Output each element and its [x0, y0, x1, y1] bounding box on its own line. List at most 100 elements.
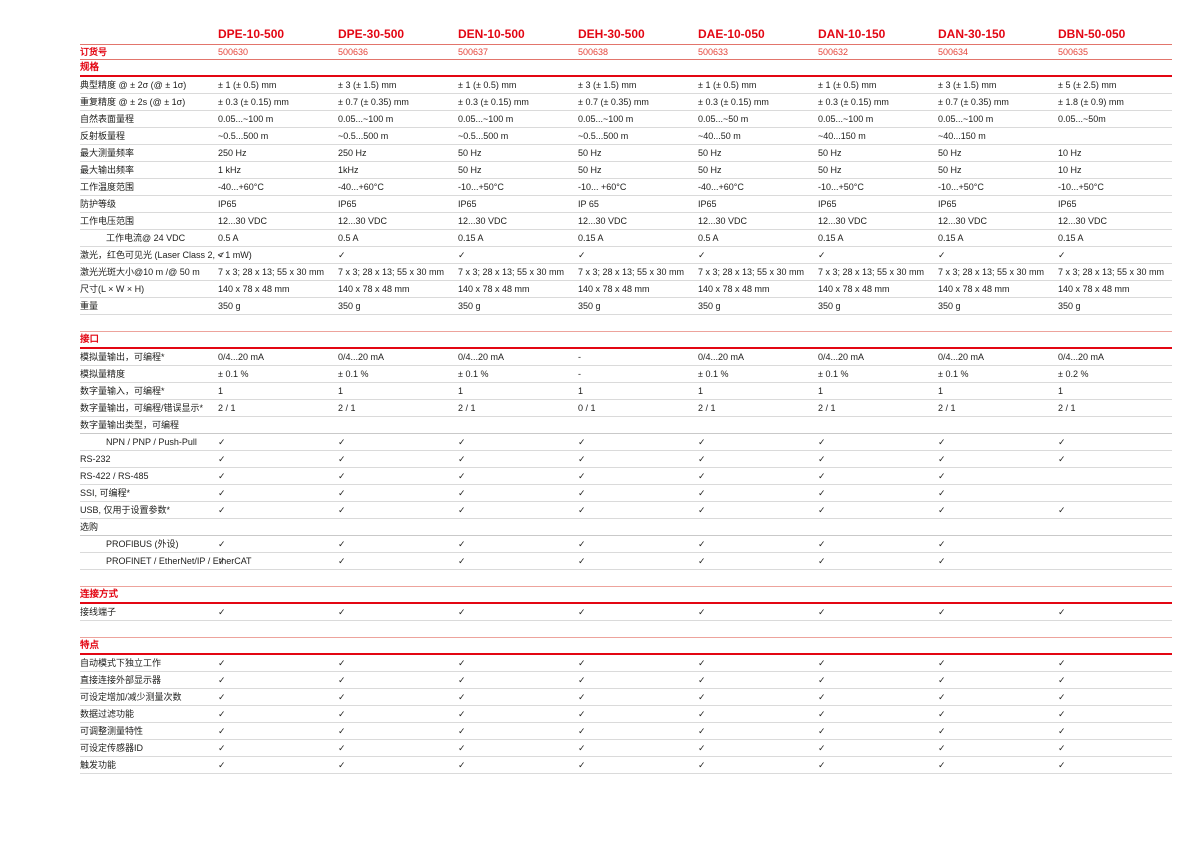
check-mark-icon: ✓ — [338, 658, 346, 668]
spec-value: 140 x 78 x 48 mm — [578, 284, 650, 294]
spec-row-label: USB, 仅用于设置参数* — [80, 505, 171, 515]
check-mark-icon: ✓ — [338, 726, 346, 736]
spec-value: 2 / 1 — [338, 403, 356, 413]
spec-value: 0/4...20 mA — [698, 352, 745, 362]
order-number: 500635 — [1058, 47, 1089, 57]
spec-row-label: RS-232 — [80, 454, 111, 464]
check-mark-icon: ✓ — [698, 607, 706, 617]
check-mark-icon: ✓ — [938, 556, 946, 566]
check-mark-icon: ✓ — [218, 471, 226, 481]
check-mark-icon: ✓ — [938, 743, 946, 753]
spec-value: 2 / 1 — [698, 403, 716, 413]
check-mark-icon: ✓ — [578, 539, 586, 549]
check-mark-icon: ✓ — [818, 760, 826, 770]
spec-value: ± 3 (± 1.5) mm — [338, 80, 397, 90]
spec-row-label: 激光光斑大小@10 m /@ 50 m — [80, 267, 200, 277]
spec-row: 自然表面量程 0.05...~100 m 0.05...~100 m 0.05...~… — [80, 111, 1172, 128]
spec-row-label: RS-422 / RS-485 — [80, 471, 149, 481]
spec-value: -10...+50°C — [458, 182, 504, 192]
check-mark-icon: ✓ — [338, 760, 346, 770]
spec-row-label: 数字量输出，可编程/错误显示* — [80, 403, 204, 413]
check-mark-icon: ✓ — [1058, 709, 1066, 719]
check-mark-icon: ✓ — [1058, 505, 1066, 515]
check-mark-icon: ✓ — [698, 726, 706, 736]
spec-value: 10 Hz — [1058, 148, 1082, 158]
spec-row-label: SSI, 可编程* — [80, 488, 131, 498]
check-mark-icon: ✓ — [1058, 437, 1066, 447]
section-title-row: 连接方式 — [80, 586, 1172, 604]
spec-value: 140 x 78 x 48 mm — [218, 284, 290, 294]
spec-value: 1 — [698, 386, 704, 396]
spec-value: IP65 — [938, 199, 957, 209]
spec-row-label: 尺寸(L × W × H) — [80, 284, 145, 294]
spec-row-label: 工作电压范围 — [80, 216, 135, 226]
spec-value: 7 x 3; 28 x 13; 55 x 30 mm — [458, 267, 565, 277]
check-mark-icon: ✓ — [818, 692, 826, 702]
check-mark-icon: ✓ — [698, 437, 706, 447]
spec-value: 0/4...20 mA — [818, 352, 865, 362]
check-mark-icon: ✓ — [458, 709, 466, 719]
check-mark-icon: ✓ — [1058, 658, 1066, 668]
check-mark-icon: ✓ — [458, 437, 466, 447]
check-mark-icon: ✓ — [578, 437, 586, 447]
check-mark-icon: ✓ — [218, 437, 226, 447]
spec-value: ± 0.1 % — [938, 369, 969, 379]
spec-value: 350 g — [338, 301, 361, 311]
spec-value: ± 0.2 % — [1058, 369, 1089, 379]
spec-value: 0.15 A — [1058, 233, 1084, 243]
section-title: 规格 — [80, 62, 100, 73]
check-mark-icon: ✓ — [458, 675, 466, 685]
spec-value: IP65 — [218, 199, 237, 209]
check-mark-icon: ✓ — [818, 726, 826, 736]
spec-row: 典型精度 @ ± 2σ (@ ± 1σ) ± 1 (± 0.5) mm ± 3 (±… — [80, 77, 1172, 94]
spec-value: 350 g — [818, 301, 841, 311]
check-mark-icon: ✓ — [338, 539, 346, 549]
spec-value: ± 0.7 (± 0.35) mm — [338, 97, 409, 107]
spec-value: -10...+50°C — [818, 182, 864, 192]
spec-row-label: NPN / PNP / Push-Pull — [106, 437, 197, 447]
section-title-row: 接口 — [80, 331, 1172, 349]
spec-row-label: 工作温度范围 — [80, 182, 135, 192]
check-mark-icon: ✓ — [578, 505, 586, 515]
spec-value: 12...30 VDC — [938, 216, 988, 226]
check-mark-icon: ✓ — [1058, 692, 1066, 702]
check-mark-icon: ✓ — [458, 743, 466, 753]
check-mark-icon: ✓ — [338, 692, 346, 702]
spec-value: 50 Hz — [938, 148, 962, 158]
check-mark-icon: ✓ — [698, 488, 706, 498]
spec-value: ~40...150 m — [938, 131, 986, 141]
spec-value: 0.15 A — [818, 233, 844, 243]
spec-row-label: 工作电流@ 24 VDC — [106, 233, 186, 243]
spec-value: 7 x 3; 28 x 13; 55 x 30 mm — [1058, 267, 1165, 277]
spec-value: 0.05...~100 m — [458, 114, 514, 124]
check-mark-icon: ✓ — [698, 556, 706, 566]
check-mark-icon: ✓ — [578, 760, 586, 770]
spec-value: 50 Hz — [458, 148, 482, 158]
spec-row: 激光光斑大小@10 m /@ 50 m 7 x 3; 28 x 13; 55 x … — [80, 264, 1172, 281]
check-mark-icon: ✓ — [218, 539, 226, 549]
spec-row: 自动模式下独立工作 ✓ ✓ ✓ ✓ ✓ ✓ ✓ ✓ — [80, 655, 1172, 672]
check-mark-icon: ✓ — [938, 658, 946, 668]
spec-value: 12...30 VDC — [338, 216, 388, 226]
check-mark-icon: ✓ — [698, 658, 706, 668]
check-mark-icon: ✓ — [938, 539, 946, 549]
check-mark-icon: ✓ — [338, 675, 346, 685]
spec-value: IP65 — [338, 199, 357, 209]
spec-value: 50 Hz — [578, 165, 602, 175]
check-mark-icon: ✓ — [818, 437, 826, 447]
check-mark-icon: ✓ — [338, 743, 346, 753]
check-mark-icon: ✓ — [578, 607, 586, 617]
spec-value: 1 — [578, 386, 584, 396]
check-mark-icon: ✓ — [698, 454, 706, 464]
check-mark-icon: ✓ — [818, 709, 826, 719]
section-title-row: 规格 — [80, 60, 1172, 77]
check-mark-icon: ✓ — [1058, 675, 1066, 685]
spec-value: ~0.5...500 m — [218, 131, 269, 141]
order-number: 500630 — [218, 47, 249, 57]
spec-value: 12...30 VDC — [1058, 216, 1108, 226]
spec-value: 140 x 78 x 48 mm — [338, 284, 410, 294]
spec-value: 0.05...~100 m — [218, 114, 274, 124]
spec-value: 350 g — [578, 301, 601, 311]
check-mark-icon: ✓ — [218, 709, 226, 719]
check-mark-icon: ✓ — [458, 250, 466, 260]
